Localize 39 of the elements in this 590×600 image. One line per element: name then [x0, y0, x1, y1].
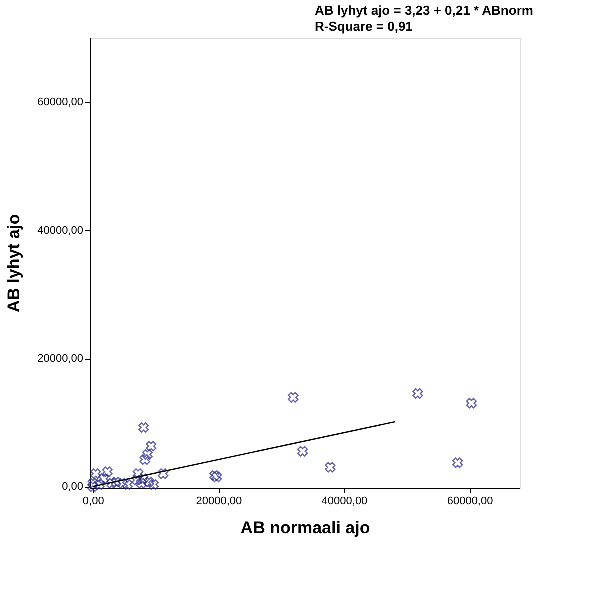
- point: [297, 446, 308, 457]
- point: [140, 454, 150, 466]
- point: [88, 481, 98, 492]
- point: [111, 476, 122, 488]
- point: [142, 449, 153, 460]
- point: [138, 422, 150, 434]
- point: [148, 479, 160, 490]
- y-tick-label: 0,00: [62, 481, 84, 494]
- y-tick-label: 60000,00: [38, 96, 84, 109]
- point: [90, 468, 102, 480]
- x-tick-label: 60000,00: [447, 496, 494, 508]
- y-axis-title: AB lyhyt ajo: [4, 214, 24, 313]
- x-tick-label: 20000,00: [196, 496, 242, 508]
- point: [94, 479, 105, 490]
- point: [288, 392, 299, 403]
- point: [325, 462, 336, 473]
- point: [102, 466, 113, 478]
- y-tick-label: 40000,00: [38, 224, 84, 237]
- x-tick-label: 0,00: [82, 496, 104, 508]
- point: [98, 474, 110, 484]
- point: [136, 478, 147, 489]
- point: [117, 478, 128, 489]
- point: [138, 474, 149, 484]
- point: [452, 458, 464, 468]
- chart-subtitle: R-Square = 0,91: [315, 19, 413, 34]
- x-axis-title: AB normaali ajo: [240, 518, 370, 538]
- chart-title: AB lyhyt ajo = 3,23 + 0,21 * ABnorm: [315, 3, 534, 18]
- y-tick-label: 20000,00: [38, 353, 84, 366]
- x-tick-label: 40000,00: [322, 496, 368, 508]
- point: [158, 468, 169, 480]
- point: [412, 388, 424, 400]
- point: [106, 478, 118, 489]
- point: [466, 398, 478, 409]
- point: [122, 479, 134, 490]
- point: [144, 476, 155, 488]
- point: [132, 468, 144, 480]
- point: [132, 474, 142, 486]
- point: [88, 478, 98, 489]
- point: [146, 440, 157, 452]
